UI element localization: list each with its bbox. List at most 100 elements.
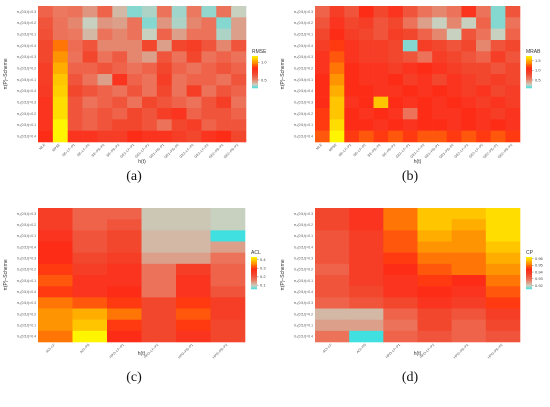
legend-colorbar-segment [526,285,532,287]
heatmap-cell [373,62,389,75]
heatmap-cell [231,51,247,63]
legend-colorbar-segment [526,72,532,74]
heatmap-cell [112,51,128,63]
heatmap-cell [344,28,360,41]
column-tick-label: ACI–PS [79,342,91,354]
heatmap-cell [373,74,389,86]
heatmap-cell [388,85,404,97]
heatmap-cell [432,96,448,109]
heatmap-cell [446,62,462,75]
heatmap-cell [417,62,433,75]
heatmap-cell [505,17,521,29]
legend-colorbar-segment [526,269,532,271]
heatmap-cell [451,208,487,220]
row-tick-label: π₀(0.5,t)=0.2 [294,312,313,316]
heatmap-cell [451,308,487,320]
legend-colorbar-segment [252,57,258,59]
heatmap-cell [72,252,108,265]
heatmap-cell [383,230,418,242]
heatmap-cell [490,74,506,86]
heatmap-cell [402,85,418,97]
heatmap-cell [417,119,433,131]
heatmap-cell [490,6,506,18]
column-tick-label: ACI–PS [356,342,368,354]
heatmap-cell [67,28,83,41]
row-tick-label: π₀(0.5,t)=0.1 [294,123,313,127]
heatmap-cell [142,6,158,18]
column-tick-label: SE–LF–P1 [61,143,76,158]
heatmap-cell [72,263,108,276]
heatmap-cell [38,85,54,97]
heatmap-cell [156,51,173,63]
heatmap-cell [329,40,345,52]
row-tick-label: π₀(0.5,t)=0.4 [294,44,313,48]
column-tick-label: MLE [315,142,323,150]
heatmap-cell [344,96,360,109]
heatmap-cell [329,28,345,41]
heatmap-cell [451,297,487,309]
heatmap-cell [176,230,211,242]
heatmap-cell [349,297,384,309]
heatmap-cell [38,62,54,75]
heatmap-cell [38,241,73,253]
heatmap-cell [201,62,217,75]
heatmap-cell [216,96,232,109]
heatmap-cell [127,108,143,120]
heatmap-cell [461,119,477,131]
heatmap-cell [358,108,374,120]
heatmap-cell [373,85,389,97]
heatmap-cell [127,85,143,97]
heatmap-cell [210,241,246,253]
heatmap-cell [315,17,330,29]
legend-colorbar-segment [251,286,257,288]
heatmap-cell [344,74,360,86]
heatmap-cell [315,85,330,97]
heatmap-cell [156,40,173,52]
heatmap-cell [107,319,142,332]
row-tick-label: π₀(0.5,t)=0.4 [294,335,313,339]
heatmap-cell [231,17,247,29]
heatmap-cell [38,252,73,265]
column-tick-label: HPD–LF–P1 [385,343,401,359]
heatmap-cell [156,62,173,75]
heatmap-cell [171,17,187,29]
legend-colorbar-segment [526,258,532,260]
heatmap-cell [142,130,158,143]
legend-colorbar-segment [252,74,258,77]
legend-colorbar-segment [252,66,258,69]
heatmap-cell [201,96,217,109]
heatmap-cell [141,263,177,276]
legend-colorbar-segment [251,283,257,286]
heatmap-cell [417,297,452,309]
heatmap-cell [315,96,330,109]
heatmap-cell [461,130,477,143]
heatmap-cell [485,263,521,276]
heatmap-cell [72,330,108,343]
heatmap-cell [38,17,54,29]
heatmap-cell [67,119,83,131]
heatmap-cell [373,40,389,52]
heatmap-cell [358,130,374,143]
heatmap-cell [201,40,217,52]
heatmap-cell [315,252,350,265]
heatmap-cell [417,28,433,41]
heatmap-cell [315,275,350,287]
row-tick-label: π₀(0.5,t)=0.3 [17,101,36,105]
heatmap-cell [231,74,247,86]
y-axis-label: π(P)–Scheme [3,259,9,290]
heatmap-cell [210,263,246,276]
legend-colorbar-segment [252,58,258,61]
heatmap-cell [383,297,418,309]
heatmap-cell [112,6,128,18]
heatmap-cell [358,28,374,41]
heatmap-cell [38,275,73,287]
heatmap-cell [186,17,202,29]
heatmap-cell [97,85,113,97]
heatmap-cell [417,108,433,120]
heatmap-cell [231,40,247,52]
heatmap-cell [383,308,418,320]
heatmap-cell [505,74,521,86]
heatmap-cell [112,108,128,120]
heatmap-cell [52,108,69,120]
heatmap-cell [505,96,521,109]
